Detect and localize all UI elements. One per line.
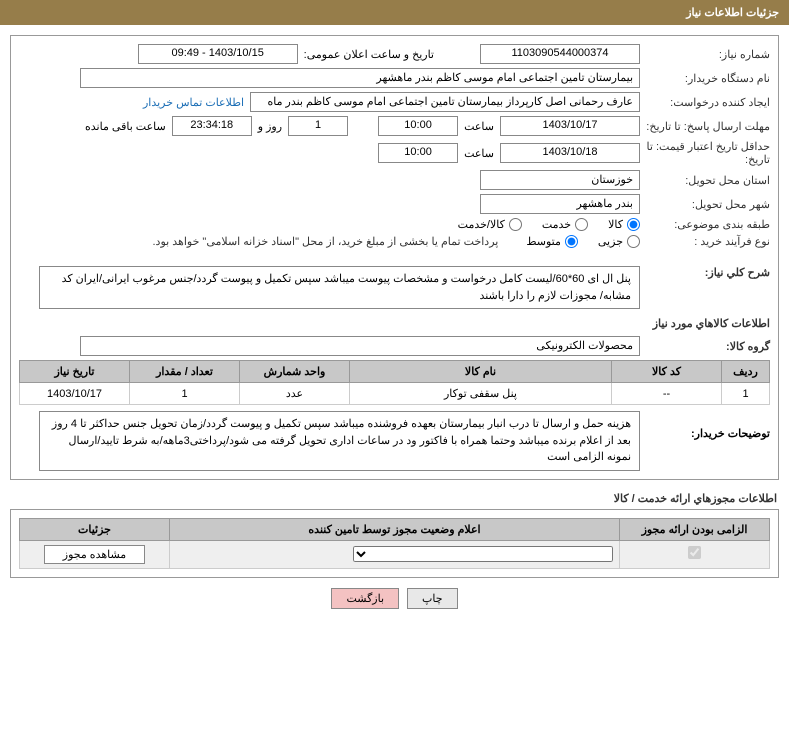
- radio-jozi[interactable]: [627, 235, 640, 248]
- province-label: استان محل تحویل:: [640, 174, 770, 187]
- radio-khadamat[interactable]: [575, 218, 588, 231]
- cell-status: [170, 540, 620, 568]
- page-title-bar: جزئیات اطلاعات نیاز: [0, 0, 789, 25]
- time-label-2: ساعت: [458, 147, 500, 160]
- city-label: شهر محل تحویل:: [640, 198, 770, 211]
- goods-table: ردیف کد کالا نام کالا واحد شمارش تعداد /…: [19, 360, 770, 405]
- cell-unit: عدد: [240, 383, 350, 405]
- th-name: نام کالا: [350, 361, 612, 383]
- need-number-label: شماره نیاز:: [640, 48, 770, 61]
- cell-row: 1: [722, 383, 770, 405]
- status-select[interactable]: [353, 546, 613, 562]
- radio-both[interactable]: [509, 218, 522, 231]
- province-field: خوزستان: [480, 170, 640, 190]
- requester-label: ایجاد کننده درخواست:: [640, 96, 770, 109]
- cell-qty: 1: [130, 383, 240, 405]
- footer-buttons: چاپ بازگشت: [0, 588, 789, 609]
- cell-code: --: [612, 383, 722, 405]
- th-row: ردیف: [722, 361, 770, 383]
- explain-label: توضیحات خریدار:: [640, 411, 770, 440]
- cell-details: مشاهده مجوز: [20, 540, 170, 568]
- license-section-title: اطلاعات مجوزهاي ارائه خدمت / کالا: [12, 492, 777, 505]
- view-license-button[interactable]: مشاهده مجوز: [44, 545, 145, 564]
- main-details-box: شماره نیاز: 1103090544000374 تاریخ و ساع…: [10, 35, 779, 480]
- th-date: تاریخ نیاز: [20, 361, 130, 383]
- requester-field: عارف رحمانی اصل کارپرداز بیمارستان تامین…: [250, 92, 640, 112]
- table-row: 1 -- پنل سقفی توکار عدد 1 1403/10/17: [20, 383, 770, 405]
- explain-field: هزینه حمل و ارسال تا درب انبار بیمارستان…: [39, 411, 640, 471]
- th-mandatory: الزامی بودن ارائه مجوز: [620, 518, 770, 540]
- buyer-org-label: نام دستگاه خریدار:: [640, 72, 770, 85]
- goods-group-label: گروه کالا:: [640, 340, 770, 353]
- price-validity-time-field: 10:00: [378, 143, 458, 163]
- th-code: کد کالا: [612, 361, 722, 383]
- contact-link[interactable]: اطلاعات تماس خریدار: [143, 96, 244, 109]
- category-label: طبقه بندی موضوعی:: [640, 218, 770, 231]
- th-status: اعلام وضعیت مجوز توسط تامین کننده: [170, 518, 620, 540]
- radio-jozi-label: جزیی: [598, 235, 623, 248]
- city-field: بندر ماهشهر: [480, 194, 640, 214]
- license-row: مشاهده مجوز: [20, 540, 770, 568]
- th-unit: واحد شمارش: [240, 361, 350, 383]
- license-table: الزامی بودن ارائه مجوز اعلام وضعیت مجوز …: [19, 518, 770, 569]
- cell-mandatory: [620, 540, 770, 568]
- days-word: روز و: [252, 120, 288, 133]
- cell-name: پنل سقفی توکار: [350, 383, 612, 405]
- reply-time-field: 10:00: [378, 116, 458, 136]
- radio-both-label: کالا/خدمت: [458, 218, 505, 231]
- purchase-type-label: نوع فرآیند خرید :: [640, 235, 770, 248]
- general-desc-label: شرح کلي نیاز:: [640, 266, 770, 279]
- remaining-suffix: ساعت باقی مانده: [79, 120, 172, 133]
- general-desc-field: پنل ال ای 60*60/لیست کامل درخواست و مشخص…: [39, 266, 640, 309]
- time-label-1: ساعت: [458, 120, 500, 133]
- cell-date: 1403/10/17: [20, 383, 130, 405]
- th-details: جزئیات: [20, 518, 170, 540]
- radio-khadamat-label: خدمت: [542, 218, 571, 231]
- print-button[interactable]: چاپ: [407, 588, 458, 609]
- buyer-org-field: بیمارستان تامین اجتماعی امام موسی کاظم ب…: [80, 68, 640, 88]
- back-button[interactable]: بازگشت: [331, 588, 399, 609]
- announce-label: تاریخ و ساعت اعلان عمومی:: [298, 48, 440, 61]
- announce-value-field: 1403/10/15 - 09:49: [138, 44, 298, 64]
- remaining-days-field: 1: [288, 116, 348, 136]
- price-validity-date-field: 1403/10/18: [500, 143, 640, 163]
- reply-deadline-label: مهلت ارسال پاسخ: تا تاریخ:: [640, 120, 770, 133]
- radio-kala-label: کالا: [608, 218, 623, 231]
- purchase-note: پرداخت تمام یا بخشی از مبلغ خرید، از محل…: [153, 235, 507, 248]
- radio-kala[interactable]: [627, 218, 640, 231]
- goods-section-title: اطلاعات کالاهاي مورد نیاز: [19, 317, 770, 330]
- need-number-field: 1103090544000374: [480, 44, 640, 64]
- th-qty: تعداد / مقدار: [130, 361, 240, 383]
- page-title: جزئیات اطلاعات نیاز: [686, 7, 779, 19]
- mandatory-checkbox: [688, 546, 701, 559]
- remaining-time-field: 23:34:18: [172, 116, 252, 136]
- goods-group-field: محصولات الکترونیکی: [80, 336, 640, 356]
- radio-motevaset[interactable]: [565, 235, 578, 248]
- radio-motevaset-label: متوسط: [526, 235, 561, 248]
- price-validity-label: حداقل تاریخ اعتبار قیمت: تا تاریخ:: [640, 140, 770, 166]
- license-box: الزامی بودن ارائه مجوز اعلام وضعیت مجوز …: [10, 509, 779, 578]
- reply-date-field: 1403/10/17: [500, 116, 640, 136]
